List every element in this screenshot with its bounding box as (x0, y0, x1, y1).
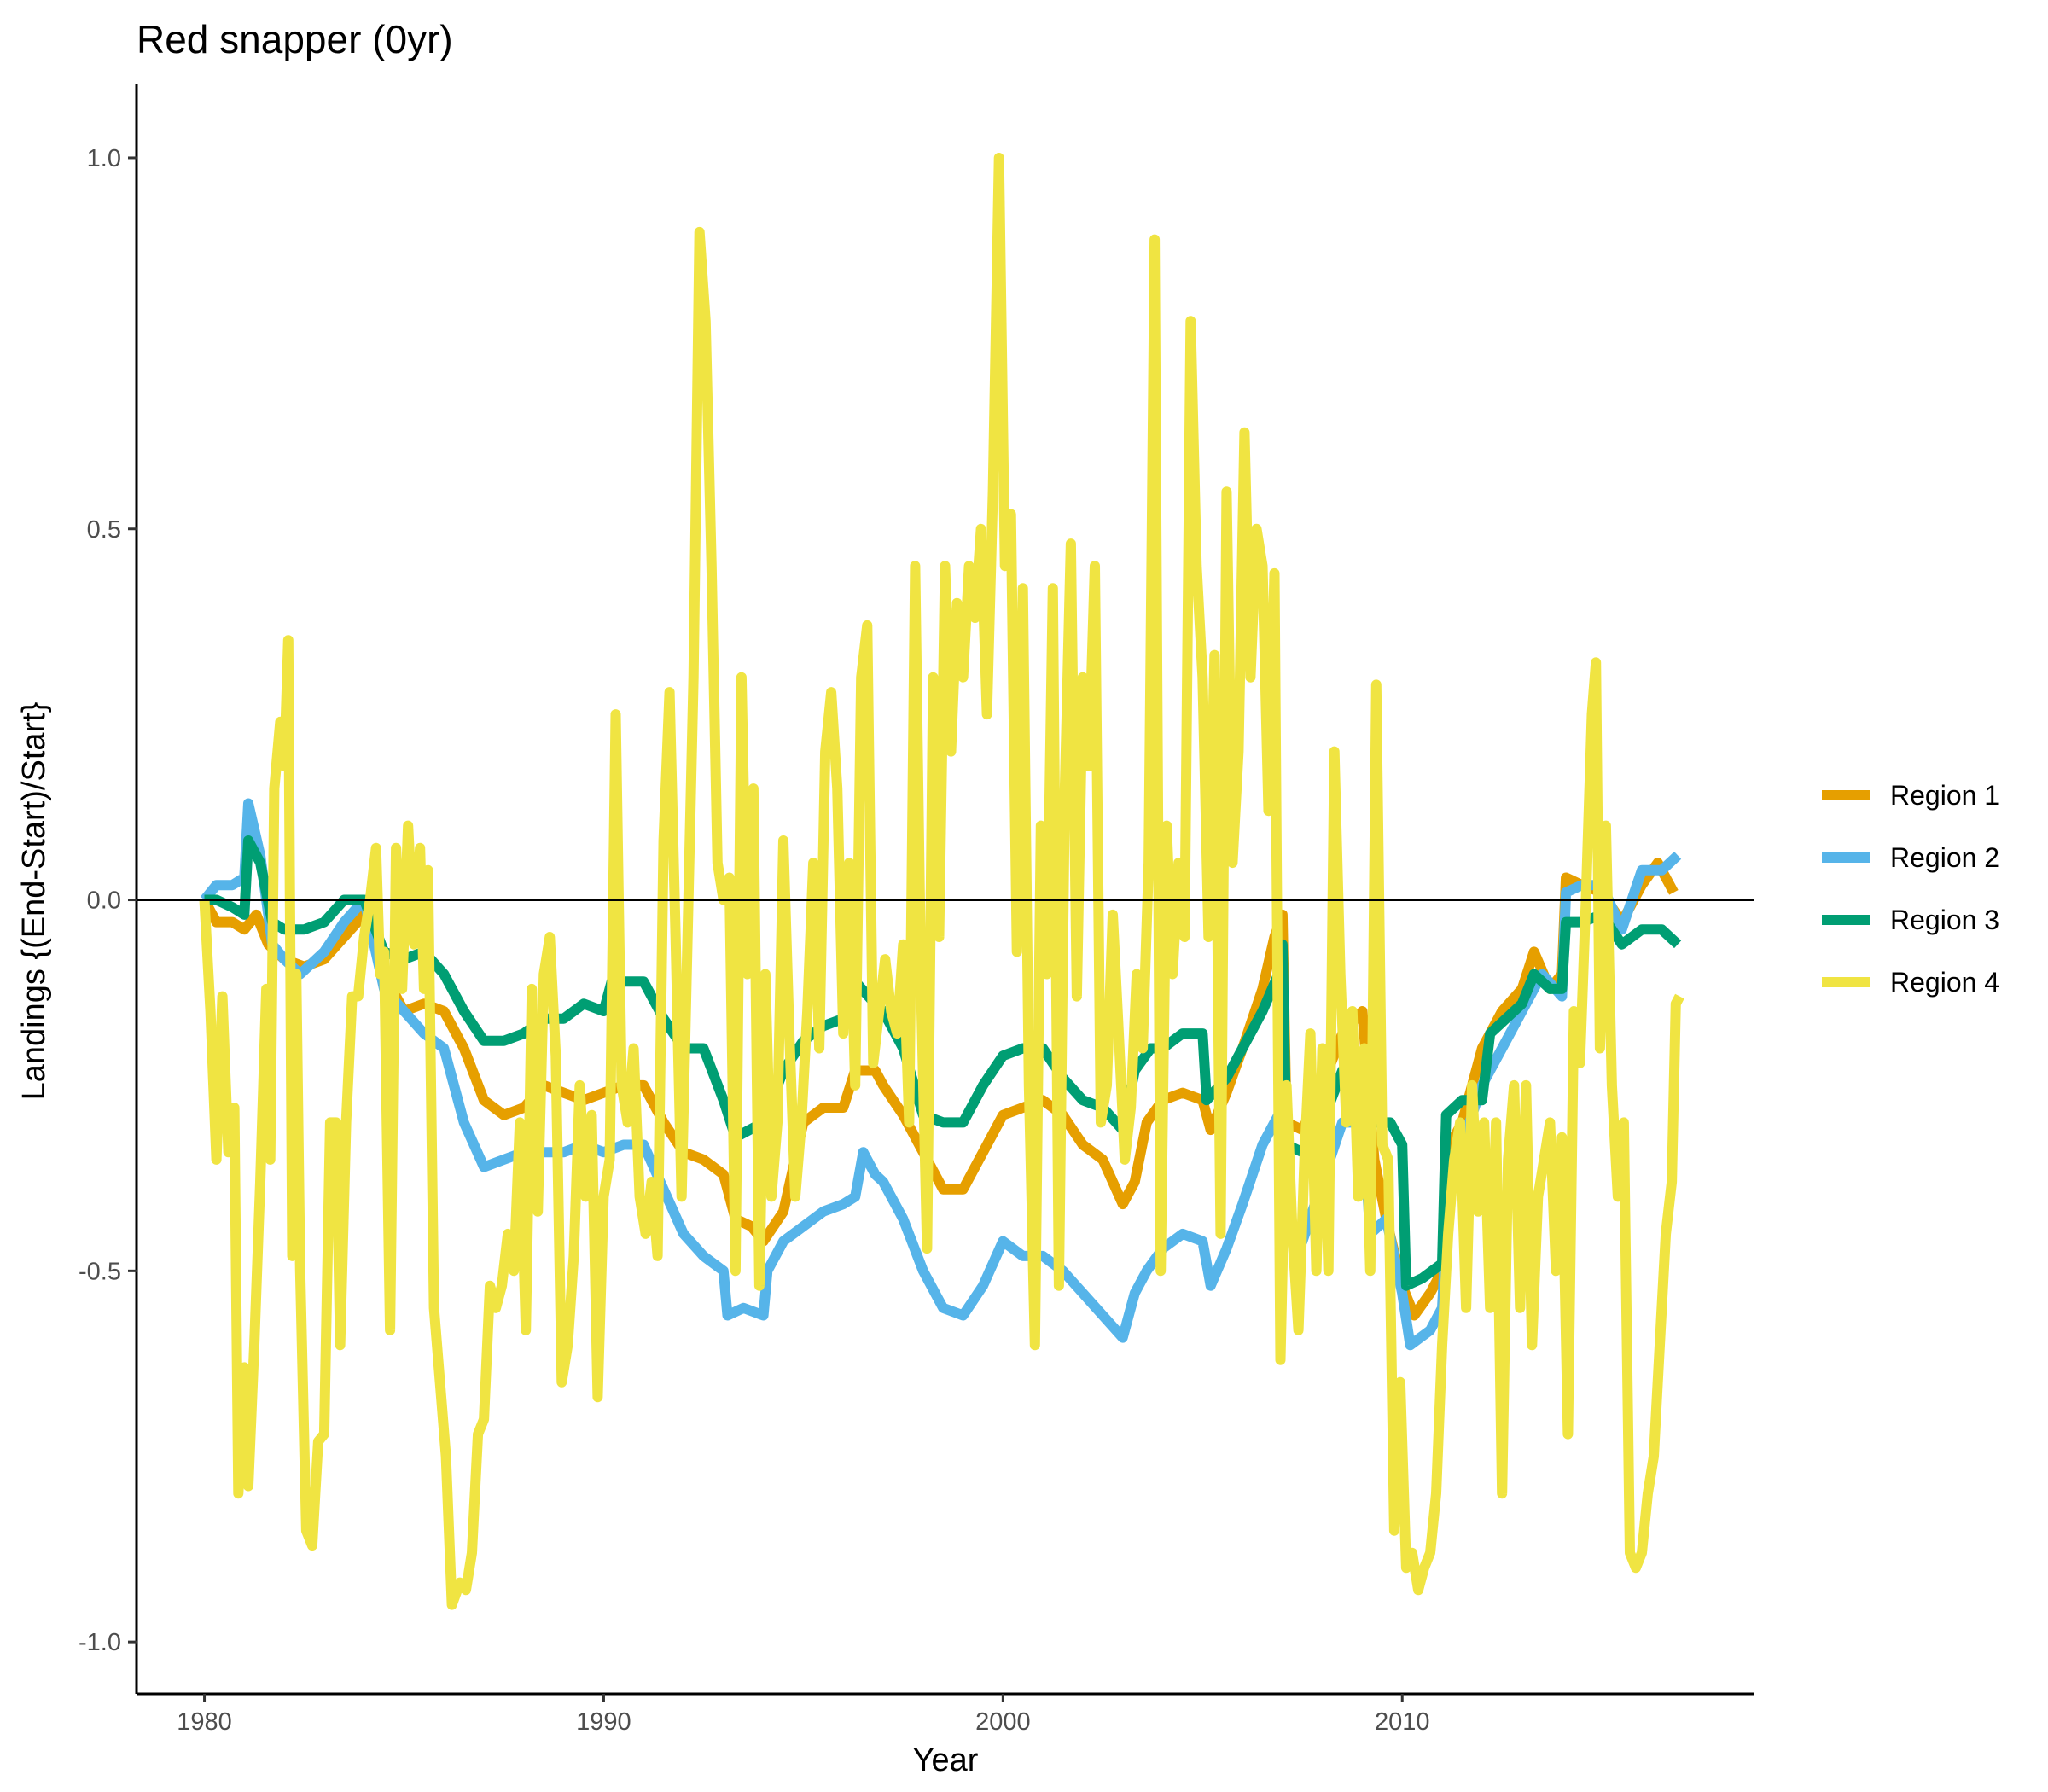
y-axis-title: Landings {(End-Start)/Start} (16, 702, 52, 1101)
series-line-region-2 (200, 798, 1682, 1351)
series-line-region-4 (199, 153, 1684, 1610)
series-group (199, 153, 1684, 1610)
legend-label-region-4: Region 4 (1890, 967, 1999, 998)
y-tick-label: -0.5 (79, 1258, 121, 1285)
x-tick-label: 1980 (177, 1708, 232, 1736)
x-tick-label: 1990 (576, 1708, 631, 1736)
x-axis-title: Year (913, 1743, 979, 1778)
legend-label-region-3: Region 3 (1890, 905, 1999, 935)
axes-group: 1.0 0.5 0.0 -0.5 -1.0 1980 1990 2000 2010 (79, 84, 1754, 1736)
series-line-region-3 (204, 835, 1682, 1291)
y-tick-label: 0.5 (87, 516, 121, 544)
legend: Region 1 Region 2 Region 3 Region 4 (1822, 780, 1999, 998)
chart-title: Red snapper (0yr) (137, 17, 453, 61)
x-tick-label: 2010 (1375, 1708, 1430, 1736)
legend-label-region-2: Region 2 (1890, 842, 1999, 873)
legend-label-region-1: Region 1 (1890, 780, 1999, 811)
y-axis-title-group: Landings {(End-Start)/Start} (16, 702, 52, 1101)
y-tick-label: 0.0 (87, 887, 121, 915)
y-tick-label: 1.0 (87, 145, 121, 172)
y-tick-label: -1.0 (79, 1629, 121, 1656)
x-tick-label: 2000 (975, 1708, 1031, 1736)
